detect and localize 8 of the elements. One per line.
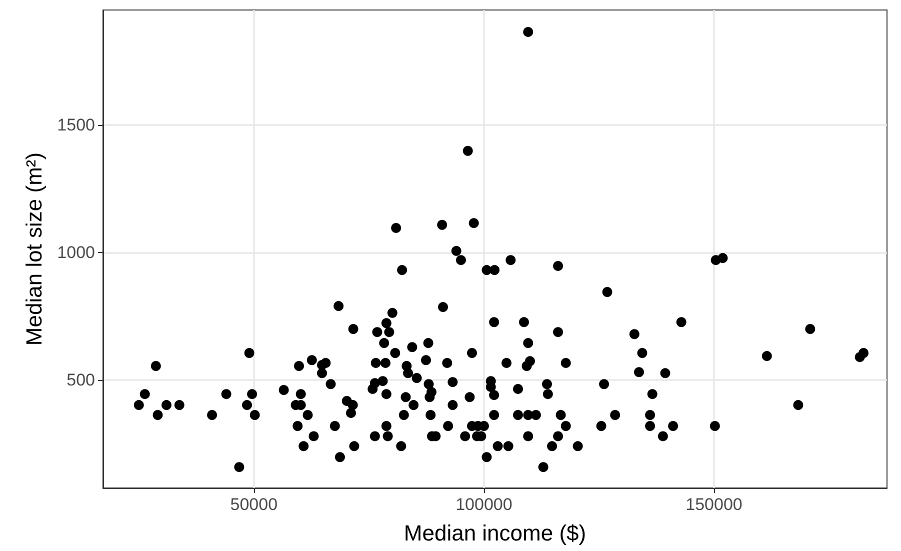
x-tick-label: 100000: [456, 495, 512, 514]
y-tick-label: 1000: [57, 242, 95, 262]
y-axis-title: Median lot size (m²): [22, 152, 46, 346]
x-axis-title: Median income ($): [404, 520, 586, 546]
y-tick-label: 1500: [57, 115, 95, 134]
x-tick-label: 50000: [230, 495, 278, 514]
y-tick-label: 500: [66, 370, 95, 390]
x-tick-label: 150000: [686, 495, 742, 514]
